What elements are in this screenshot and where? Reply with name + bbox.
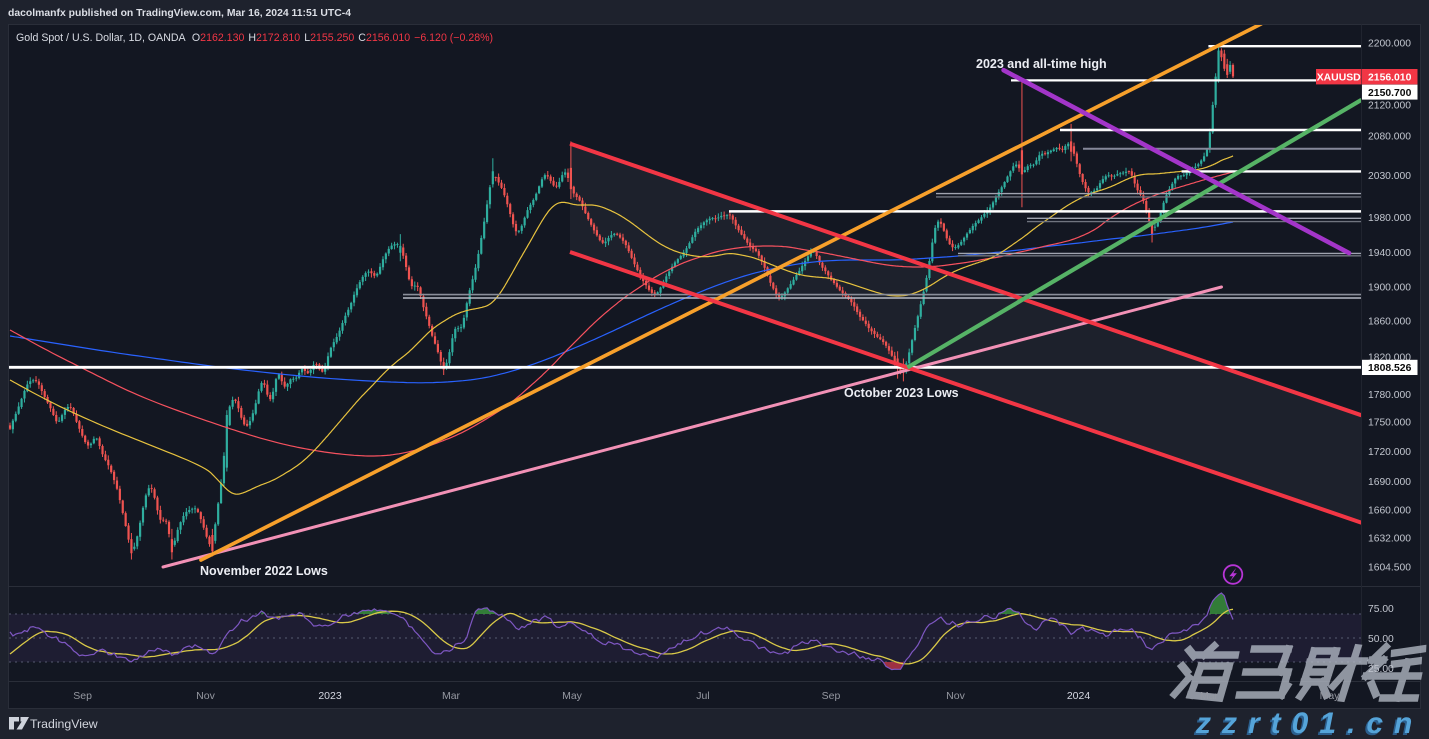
svg-text:Nov: Nov xyxy=(196,690,215,702)
svg-text:1690.000: 1690.000 xyxy=(1368,477,1411,488)
svg-text:2030.000: 2030.000 xyxy=(1368,171,1411,182)
svg-text:1720.000: 1720.000 xyxy=(1368,447,1411,458)
svg-text:May: May xyxy=(1320,690,1341,702)
svg-text:2023 and all-time high: 2023 and all-time high xyxy=(976,57,1107,71)
svg-text:1820.000: 1820.000 xyxy=(1368,353,1411,364)
svg-text:1780.000: 1780.000 xyxy=(1368,390,1411,401)
svg-text:1750.000: 1750.000 xyxy=(1368,418,1411,429)
svg-text:2200.000: 2200.000 xyxy=(1368,38,1411,49)
svg-text:2156.010: 2156.010 xyxy=(1368,72,1412,83)
svg-text:2023: 2023 xyxy=(318,690,342,702)
svg-text:1632.000: 1632.000 xyxy=(1368,533,1411,544)
svg-text:TradingView: TradingView xyxy=(30,717,98,731)
svg-text:zzrt01.cn: zzrt01.cn xyxy=(1195,707,1423,739)
svg-text:Jul: Jul xyxy=(696,690,709,702)
svg-text:Nov: Nov xyxy=(946,690,965,702)
svg-text:zzrt01.cn: zzrt01.cn xyxy=(1193,709,1421,739)
svg-text:Sep: Sep xyxy=(73,690,92,702)
svg-text:2120.000: 2120.000 xyxy=(1368,101,1411,112)
svg-text:25.00: 25.00 xyxy=(1368,664,1394,675)
svg-text:October 2023 Lows: October 2023 Lows xyxy=(844,386,959,400)
svg-text:Mar: Mar xyxy=(442,690,461,702)
svg-text:Gold Spot / U.S. Dollar, 1D, O: Gold Spot / U.S. Dollar, 1D, OANDA O2162… xyxy=(16,32,493,44)
svg-text:1940.000: 1940.000 xyxy=(1368,248,1411,259)
svg-text:1604.500: 1604.500 xyxy=(1368,562,1411,573)
svg-text:Sep: Sep xyxy=(822,690,841,702)
svg-text:2080.000: 2080.000 xyxy=(1368,131,1411,142)
svg-text:dacolmanfx published on Tradin: dacolmanfx published on TradingView.com,… xyxy=(8,8,351,19)
svg-text:XAUUSD: XAUUSD xyxy=(1317,72,1361,83)
svg-text:May: May xyxy=(562,690,583,702)
svg-text:November 2022 Lows: November 2022 Lows xyxy=(200,564,328,578)
svg-text:2024: 2024 xyxy=(1067,690,1091,702)
svg-text:50.00: 50.00 xyxy=(1368,634,1394,645)
svg-text:75.00: 75.00 xyxy=(1368,604,1394,615)
svg-text:1900.000: 1900.000 xyxy=(1368,282,1411,293)
svg-text:1860.000: 1860.000 xyxy=(1368,316,1411,327)
svg-text:2150.700: 2150.700 xyxy=(1368,88,1412,99)
svg-text:1660.000: 1660.000 xyxy=(1368,505,1411,516)
svg-text:Mar: Mar xyxy=(1200,690,1219,702)
svg-text:1980.000: 1980.000 xyxy=(1368,213,1411,224)
svg-text:1808.526: 1808.526 xyxy=(1368,363,1412,374)
